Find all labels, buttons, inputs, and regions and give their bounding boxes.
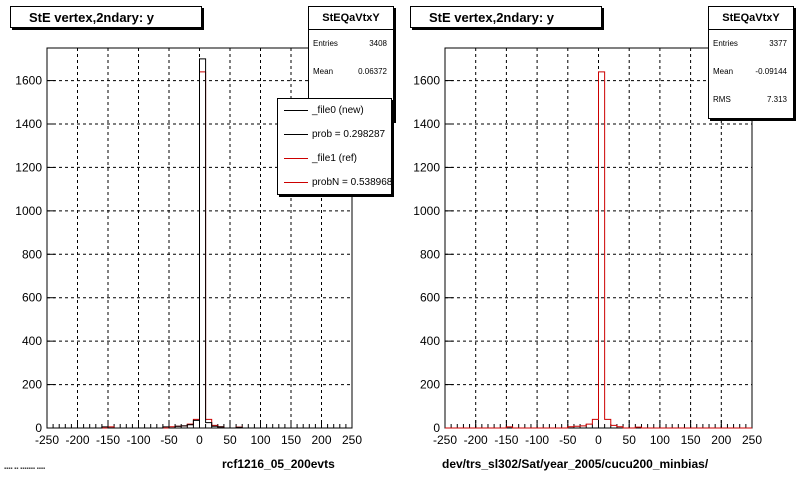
- x-tick-label: 200: [711, 433, 731, 447]
- histogram-plot-right: -250 -200 -150 -100 -50 0 50 100 150 200 250 0 200 40…: [413, 47, 762, 447]
- stats-name: StEQaVtxY: [709, 7, 793, 30]
- x-tick-label: 100: [650, 433, 670, 447]
- x-tick-label: -50: [160, 433, 178, 447]
- histogram-panel-right: -250 -200 -150 -100 -50 0 50 100 150 200 250 0 200 40…: [400, 0, 800, 480]
- x-tick-label: 50: [223, 433, 237, 447]
- legend: _file0 (new) prob = 0.298287 _file1 (ref…: [277, 98, 392, 195]
- legend-entry-prob: prob = 0.298287: [278, 123, 391, 147]
- histogram-bin: [586, 424, 592, 428]
- x-tick-label: 0: [196, 433, 203, 447]
- histogram-bin: [206, 423, 212, 428]
- x-tick-label: 150: [681, 433, 701, 447]
- y-tick-label: 600: [22, 291, 42, 305]
- histogram-bin: [592, 419, 598, 428]
- histogram-bin: [200, 59, 206, 428]
- x-tick-label: 150: [281, 433, 301, 447]
- legend-label: _file1 (ref): [312, 153, 358, 164]
- stats-value: 3408: [369, 39, 387, 48]
- datestamp-scribble: ▪▪▪▪ ▪▪ ▪▪▪▪▪▪▪ ▪▪▪▪: [4, 466, 46, 472]
- x-tick-label: -150: [494, 433, 518, 447]
- histogram-bin: [206, 419, 212, 428]
- x-tick-label: 200: [311, 433, 331, 447]
- stats-row-entries: Entries 3377: [709, 30, 793, 58]
- y-tick-label: 1200: [413, 160, 440, 174]
- x-footer-label: rcf1216_05_200evts: [222, 457, 335, 471]
- legend-label: probN = 0.538968: [312, 177, 392, 188]
- histogram-plot-left: -250 -200 -150 -100 -50 0 50 100 150 200 250 0 200 40…: [15, 47, 362, 447]
- y-tick-label: 1400: [15, 117, 42, 131]
- x-tick-label: -100: [525, 433, 549, 447]
- y-tick-label: 0: [433, 421, 440, 435]
- stats-value: 0.06372: [358, 67, 387, 76]
- x-tick-label: 50: [623, 433, 637, 447]
- y-tick-label: 1000: [413, 204, 440, 218]
- stats-value: 3377: [769, 39, 787, 48]
- x-tick-label: 0: [595, 433, 602, 447]
- stats-row-rms: RMS 7.313: [709, 86, 793, 114]
- stats-row-mean: Mean 0.06372: [309, 58, 393, 86]
- stats-value: -0.09144: [755, 67, 787, 76]
- y-tick-label: 1000: [15, 204, 42, 218]
- x-tick-label: -250: [433, 433, 457, 447]
- stats-label: RMS: [713, 95, 731, 104]
- x-tick-label: -100: [126, 433, 150, 447]
- x-tick-label: -150: [96, 433, 120, 447]
- stats-row-mean: Mean -0.09144: [709, 58, 793, 86]
- stats-label: Mean: [313, 67, 334, 76]
- stats-box: StEQaVtxY Entries 3377 Mean -0.09144 RMS…: [708, 6, 794, 119]
- y-tick-label: 1200: [15, 160, 42, 174]
- histogram-bin: [605, 419, 611, 428]
- legend-label: _file0 (new): [312, 105, 364, 116]
- legend-entry-ref: _file1 (ref): [278, 147, 391, 171]
- y-tick-label: 800: [22, 247, 42, 261]
- panel-title: StE vertex,2ndary: y: [10, 6, 202, 28]
- x-tick-label: -250: [35, 433, 59, 447]
- stats-name: StEQaVtxY: [309, 7, 393, 30]
- x-tick-label: -50: [559, 433, 577, 447]
- histogram-panel-left: -250 -200 -150 -100 -50 0 50 100 150 200 250 0 200 40…: [10, 6, 394, 471]
- y-tick-label: 400: [420, 334, 440, 348]
- y-tick-label: 800: [420, 247, 440, 261]
- y-tick-label: 200: [420, 378, 440, 392]
- y-tick-label: 400: [22, 334, 42, 348]
- panel-title: StE vertex,2ndary: y: [410, 6, 602, 28]
- y-tick-label: 1400: [413, 117, 440, 131]
- x-tick-label: -200: [464, 433, 488, 447]
- legend-line-new: [284, 110, 308, 111]
- legend-line-ref: [284, 158, 308, 159]
- x-footer-label: dev/trs_sl302/Sat/year_2005/cucu200_minb…: [442, 457, 709, 471]
- histogram-series-ref: [445, 71, 752, 429]
- x-tick-label: 100: [250, 433, 270, 447]
- legend-line-probn: [284, 182, 308, 183]
- legend-line-prob: [284, 134, 308, 135]
- legend-label: prob = 0.298287: [312, 129, 386, 140]
- histogram-bin: [193, 420, 199, 428]
- stats-label: Entries: [713, 39, 738, 48]
- y-tick-label: 0: [35, 421, 42, 435]
- y-tick-label: 200: [22, 378, 42, 392]
- y-tick-label: 1600: [413, 74, 440, 88]
- stats-value: 7.313: [766, 95, 787, 104]
- stats-label: Entries: [313, 39, 338, 48]
- histogram-bin: [200, 72, 206, 428]
- histogram-series--file0-new-: [47, 58, 352, 429]
- legend-entry-new: _file0 (new): [278, 99, 391, 123]
- y-tick-label: 600: [420, 291, 440, 305]
- x-tick-label: 250: [342, 433, 362, 447]
- legend-entry-probn: probN = 0.538968: [278, 171, 392, 194]
- histogram-bin: [599, 72, 605, 428]
- x-tick-label: -200: [65, 433, 89, 447]
- stats-label: Mean: [713, 67, 734, 76]
- stats-row-entries: Entries 3408: [309, 30, 393, 58]
- x-tick-label: 250: [742, 433, 762, 447]
- y-tick-label: 1600: [15, 74, 42, 88]
